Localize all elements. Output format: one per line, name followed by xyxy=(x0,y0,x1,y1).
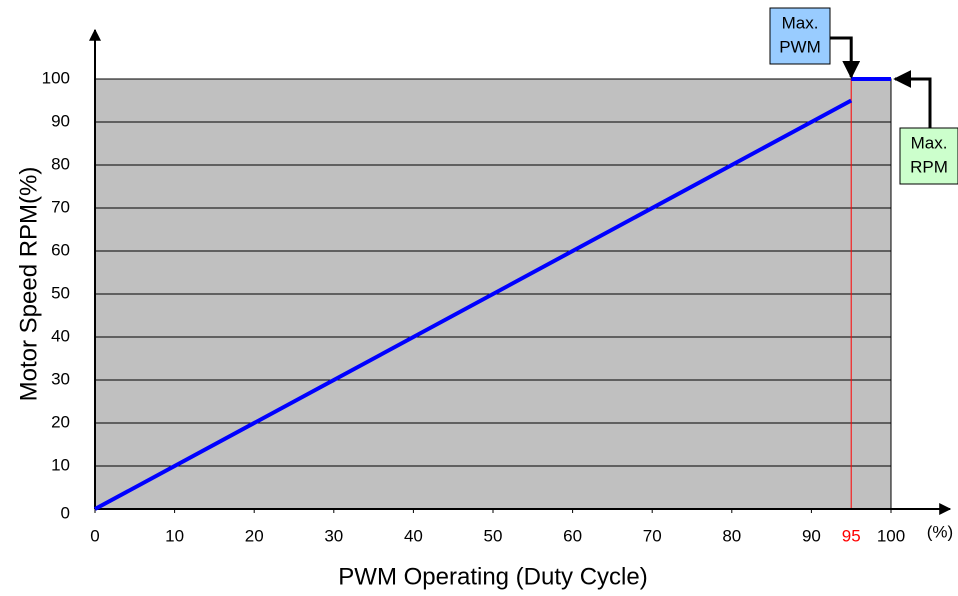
y-tick-label: 40 xyxy=(51,326,70,345)
x-tick-label: 100 xyxy=(877,526,905,545)
x-tick-label: 80 xyxy=(722,526,741,545)
x-tick-label: 60 xyxy=(563,526,582,545)
annotation-arrow xyxy=(830,36,861,79)
annotation-text: RPM xyxy=(910,157,948,176)
x-tick-label: 0 xyxy=(90,526,99,545)
x-tick-label: 50 xyxy=(484,526,503,545)
y-tick-label: 60 xyxy=(51,240,70,259)
x-tick-label: 40 xyxy=(404,526,423,545)
y-tick-label: 30 xyxy=(51,369,70,388)
x-unit: (%) xyxy=(927,522,953,541)
annotation-text: PWM xyxy=(779,37,821,56)
x-tick-label: 20 xyxy=(245,526,264,545)
marker-label: 95 xyxy=(842,526,861,545)
x-tick-label: 10 xyxy=(165,526,184,545)
x-tick-label: 90 xyxy=(802,526,821,545)
annotation-box xyxy=(899,127,958,185)
y-tick-label: 20 xyxy=(51,412,70,431)
annotation-box xyxy=(769,7,831,65)
x-tick-label: 70 xyxy=(643,526,662,545)
line-series xyxy=(94,98,853,511)
annotation-arrow xyxy=(893,70,932,128)
y-axis-label: Motor Speed RPM(%) xyxy=(15,167,42,402)
y-tick-label: 80 xyxy=(51,154,70,173)
y-tick-label: 50 xyxy=(51,283,70,302)
x-axis-label: PWM Operating (Duty Cycle) xyxy=(338,563,647,590)
y-tick-label: 0 xyxy=(61,503,70,522)
annotation-text: Max. xyxy=(782,13,819,32)
y-tick-label: 10 xyxy=(51,455,70,474)
x-tick-label: 30 xyxy=(324,526,343,545)
y-tick-label: 70 xyxy=(51,197,70,216)
annotation-text: Max. xyxy=(911,133,948,152)
y-tick-label: 100 xyxy=(42,68,70,87)
y-tick-label: 90 xyxy=(51,111,70,130)
